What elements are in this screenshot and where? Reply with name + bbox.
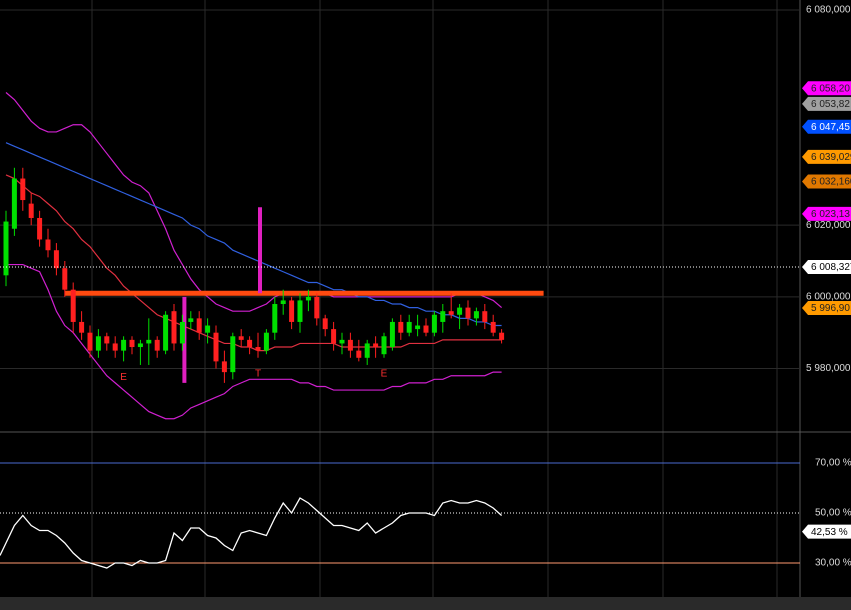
price-tag	[802, 149, 851, 164]
candle-body	[255, 347, 261, 351]
price-tag	[802, 206, 851, 221]
pattern-annotation: E	[381, 368, 388, 379]
candle-body	[79, 321, 85, 333]
candle-body	[87, 332, 93, 351]
candle-body	[129, 339, 135, 348]
pattern-annotation: E	[120, 372, 127, 383]
candle-body	[137, 343, 143, 348]
candle-body	[104, 336, 110, 344]
candle-body	[406, 321, 412, 333]
price-tag	[802, 524, 851, 539]
candle-body	[415, 325, 421, 330]
candle-body	[62, 268, 68, 290]
candle-body	[95, 336, 101, 351]
price-tag-label: 6 039,029	[811, 152, 851, 163]
price-tag-label: 6 023,13	[811, 209, 850, 220]
candle-body	[272, 304, 278, 333]
candle-body	[314, 296, 320, 319]
candle-body	[457, 307, 463, 315]
candle-body	[499, 332, 505, 340]
indicator-line	[5, 174, 502, 352]
candle-body	[373, 343, 379, 348]
candle-body	[440, 311, 446, 322]
candle-body	[431, 314, 437, 333]
indicator-line	[5, 142, 502, 327]
candle-body	[322, 318, 328, 330]
y-tick-label: 6 020,000	[806, 220, 851, 231]
y-tick-label: 6 000,000	[806, 291, 851, 302]
scrollbar	[0, 597, 851, 610]
oscillator-line	[0, 497, 503, 569]
price-tag	[802, 259, 851, 274]
candle-body	[154, 339, 160, 351]
candle-body	[465, 307, 471, 319]
candle-body	[3, 221, 9, 276]
candle-body	[423, 325, 429, 333]
candle-body	[121, 339, 127, 351]
candle-body	[11, 178, 17, 229]
price-tag	[802, 300, 851, 315]
candle-body	[364, 343, 370, 358]
candle-body	[179, 321, 185, 344]
candle-body	[205, 325, 211, 333]
candle-body	[171, 311, 177, 344]
candle-body	[213, 332, 219, 362]
candle-body	[398, 321, 404, 333]
price-tag-label: 5 996,90	[811, 303, 850, 314]
candle-body	[263, 332, 269, 351]
price-tag	[802, 96, 851, 111]
candle-body	[20, 178, 26, 201]
candle-body	[490, 321, 496, 333]
candle-body	[196, 318, 202, 333]
candle-body	[473, 311, 479, 319]
candle-body	[305, 296, 311, 301]
candle-body	[188, 318, 194, 322]
y-tick-label: 50,00 %	[815, 508, 851, 519]
candle-body	[238, 336, 244, 340]
price-tag	[802, 81, 851, 96]
candle-body	[37, 217, 43, 240]
price-tag-label: 6 032,160	[811, 177, 851, 188]
y-tick-label: 70,00 %	[815, 458, 851, 469]
candle-body	[280, 300, 286, 305]
price-tag-label: 6 047,45	[811, 122, 850, 133]
candle-body	[482, 311, 488, 322]
candle-body	[230, 336, 236, 373]
y-tick-label: 6 080,000	[806, 5, 851, 16]
price-tag-label: 6 053,82	[811, 99, 850, 110]
candle-body	[389, 321, 395, 348]
candle-body	[247, 339, 253, 348]
candle-body	[221, 361, 227, 373]
candle-body	[339, 339, 345, 344]
candle-body	[297, 300, 303, 322]
candle-body	[356, 350, 362, 358]
candle-body	[381, 336, 387, 355]
candle-body	[163, 314, 169, 351]
price-tag-label: 6 058,20	[811, 83, 850, 94]
candle-body	[448, 311, 454, 315]
price-tag	[802, 174, 851, 189]
y-tick-label: 30,00 %	[815, 558, 851, 569]
candle-body	[289, 300, 295, 322]
candle-body	[146, 339, 152, 344]
price-tag-label: 6 008,327	[811, 262, 851, 273]
candle-body	[331, 329, 337, 344]
pattern-annotation: T	[255, 368, 261, 379]
candle-body	[70, 289, 76, 322]
candle-body	[53, 250, 59, 269]
candle-body	[347, 339, 353, 351]
price-tag-label: 42,53 %	[811, 527, 848, 538]
indicator-line	[6, 263, 502, 420]
indicator-line	[5, 92, 502, 312]
y-tick-label: 5 980,000	[806, 363, 851, 374]
candle-body	[112, 343, 118, 351]
price-tag	[802, 119, 851, 134]
candle-body	[45, 239, 51, 251]
time-grid	[91, 0, 778, 597]
candle-body	[28, 203, 34, 218]
